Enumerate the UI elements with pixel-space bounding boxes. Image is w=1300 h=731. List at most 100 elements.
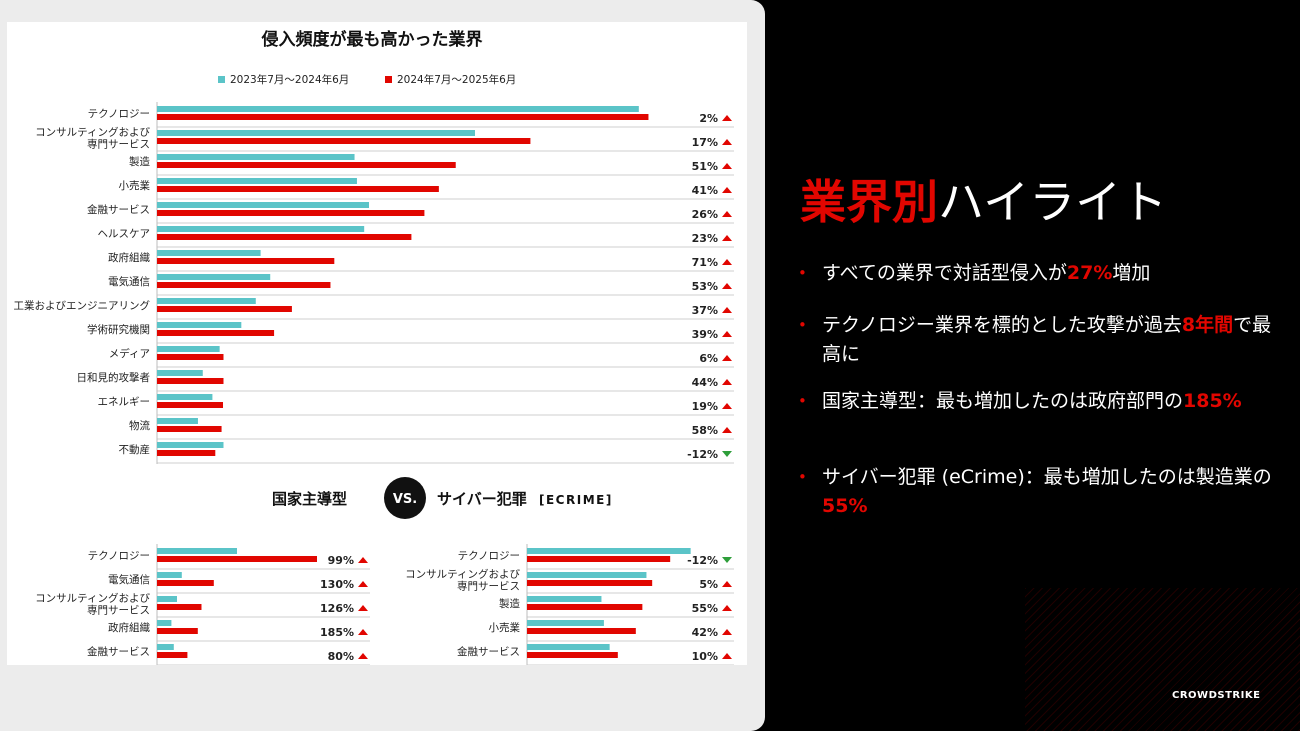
- chart-card: 侵入頻度が最も高かった業界 2023年7月〜2024年6月 2024年7月〜2025…: [7, 22, 747, 666]
- highlights-title-white: ハイライト: [938, 175, 1168, 229]
- change-label: 126%: [320, 602, 354, 615]
- legend-label-2024: 2024年7月〜2025年6月: [397, 73, 516, 86]
- bar-2023: [157, 298, 256, 304]
- highlight-value: 185%: [1183, 390, 1242, 412]
- vs-badge: [384, 477, 426, 519]
- bar-2024: [157, 138, 531, 144]
- bar-2024: [157, 652, 188, 658]
- highlight-value: 55%: [822, 495, 868, 517]
- category-label: エネルギー: [98, 396, 151, 408]
- bar-2023: [157, 394, 213, 400]
- bullet-dot-icon: •: [798, 264, 807, 282]
- up-arrow-icon: [722, 187, 732, 193]
- bar-2024: [527, 604, 643, 610]
- highlight-text: すべての業界で対話型侵入が: [822, 262, 1067, 284]
- up-arrow-icon: [722, 139, 732, 145]
- bar-2023: [527, 572, 647, 578]
- up-arrow-icon: [358, 557, 368, 563]
- bar-2023: [157, 572, 182, 578]
- category-label: 電気通信: [108, 275, 150, 288]
- bar-2024: [157, 378, 224, 384]
- category-label: 金融サービス: [457, 645, 520, 658]
- up-arrow-icon: [722, 163, 732, 169]
- category-label: コンサルティングおよび: [35, 592, 150, 605]
- category-label: 製造: [499, 597, 520, 610]
- up-arrow-icon: [722, 307, 732, 313]
- bar-2024: [157, 330, 275, 336]
- down-arrow-icon: [722, 451, 732, 457]
- category-label: 政府組織: [108, 251, 150, 264]
- highlight-value: 8年間: [1181, 314, 1234, 336]
- bar-2024: [157, 426, 222, 432]
- bar-2024: [157, 402, 224, 408]
- change-label: 39%: [692, 328, 718, 341]
- bar-2023: [157, 202, 369, 208]
- bar-2023: [157, 596, 177, 602]
- charts-svg: 侵入頻度が最も高かった業界 2023年7月〜2024年6月 2024年7月〜2025…: [14, 29, 734, 666]
- up-arrow-icon: [722, 605, 732, 611]
- category-label: 金融サービス: [87, 203, 150, 216]
- category-label: 日和見的攻撃者: [77, 371, 151, 384]
- highlight-text: テクノロジー業界を標的とした攻撃が過去: [822, 314, 1182, 336]
- change-label: 23%: [692, 232, 718, 245]
- crowdstrike-logo: CROWDSTRIKE: [1172, 690, 1261, 701]
- up-arrow-icon: [722, 355, 732, 361]
- change-label: 10%: [692, 650, 718, 663]
- bar-2023: [157, 154, 355, 160]
- up-arrow-icon: [722, 115, 732, 121]
- bar-2024: [157, 354, 224, 360]
- bar-2023: [527, 548, 691, 554]
- bar-2024: [157, 210, 425, 216]
- up-arrow-icon: [358, 581, 368, 587]
- up-arrow-icon: [722, 629, 732, 635]
- legend-label-2023: 2023年7月〜2024年6月: [230, 73, 349, 86]
- bar-2024: [157, 258, 335, 264]
- change-label: 80%: [328, 650, 354, 663]
- category-label: テクノロジー: [88, 108, 150, 120]
- highlight-text: で最高に: [822, 314, 1272, 365]
- bar-2023: [157, 442, 224, 448]
- category-label: コンサルティングおよび: [35, 126, 150, 139]
- bar-2023: [157, 322, 242, 328]
- category-label: 専門サービス: [87, 605, 150, 617]
- bar-2024: [157, 162, 456, 168]
- bar-2024: [527, 628, 636, 634]
- category-label: 物流: [129, 419, 150, 432]
- change-label: 42%: [692, 626, 718, 639]
- bar-2023: [157, 226, 365, 232]
- category-label: 学術研究機関: [87, 323, 150, 336]
- bar-2024: [527, 652, 618, 658]
- bar-2023: [157, 274, 271, 280]
- category-label: テクノロジー: [88, 550, 150, 562]
- change-label: -12%: [687, 448, 718, 461]
- legend-swatch-2023: [218, 76, 225, 83]
- bar-2024: [157, 306, 292, 312]
- bar-2023: [157, 130, 475, 136]
- category-label: 小売業: [489, 621, 521, 634]
- bar-2024: [157, 282, 331, 288]
- category-label: 専門サービス: [457, 581, 520, 593]
- category-label: 不動産: [119, 443, 151, 456]
- bullet-dot-icon: •: [798, 392, 807, 410]
- bar-2023: [157, 418, 198, 424]
- highlight-text: 増加: [1112, 262, 1151, 284]
- change-label: 55%: [692, 602, 718, 615]
- bar-2023: [157, 370, 203, 376]
- category-label: 工業およびエンジニアリング: [14, 299, 151, 312]
- ecrime-heading: サイバー犯罪: [437, 490, 527, 508]
- category-label: 電気通信: [108, 573, 150, 586]
- down-arrow-icon: [722, 557, 732, 563]
- change-label: 6%: [699, 352, 718, 365]
- up-arrow-icon: [722, 403, 732, 409]
- highlights-title-red: 業界別: [800, 175, 938, 229]
- bar-2023: [527, 620, 604, 626]
- category-label: メディア: [109, 347, 150, 360]
- change-label: 58%: [692, 424, 718, 437]
- change-label: 185%: [320, 626, 354, 639]
- bullet-dot-icon: •: [798, 468, 807, 486]
- bar-2024: [157, 114, 649, 120]
- up-arrow-icon: [358, 629, 368, 635]
- category-label: 小売業: [119, 179, 151, 192]
- state-sponsored-heading: 国家主導型: [272, 490, 347, 508]
- change-label: 5%: [699, 578, 718, 591]
